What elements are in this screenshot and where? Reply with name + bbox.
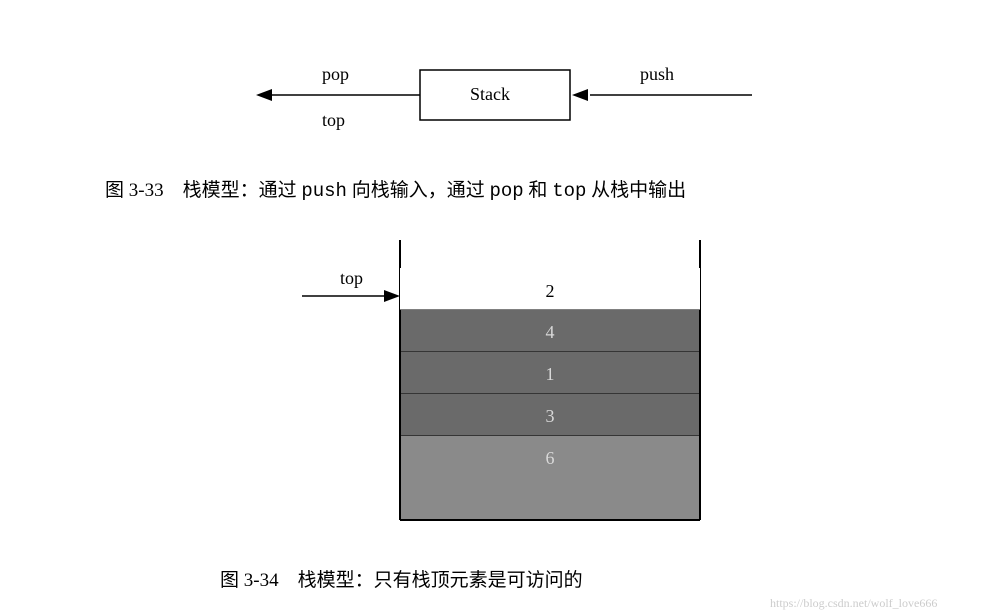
top-label-fig2: top xyxy=(340,268,363,289)
watermark: https://blog.csdn.net/wolf_love666 xyxy=(770,596,937,611)
fig2-svg: 2 4 1 3 6 xyxy=(0,0,998,616)
stack-row-value: 4 xyxy=(546,322,555,342)
stack-row-value: 3 xyxy=(546,406,555,426)
stack-row-value: 1 xyxy=(546,364,555,384)
top-arrow-head xyxy=(384,290,400,302)
stack-row-value: 2 xyxy=(546,281,555,301)
fig2-caption: 图 3-34 栈模型：只有栈顶元素是可访问的 xyxy=(220,565,583,592)
stack-row-value: 6 xyxy=(546,448,555,468)
